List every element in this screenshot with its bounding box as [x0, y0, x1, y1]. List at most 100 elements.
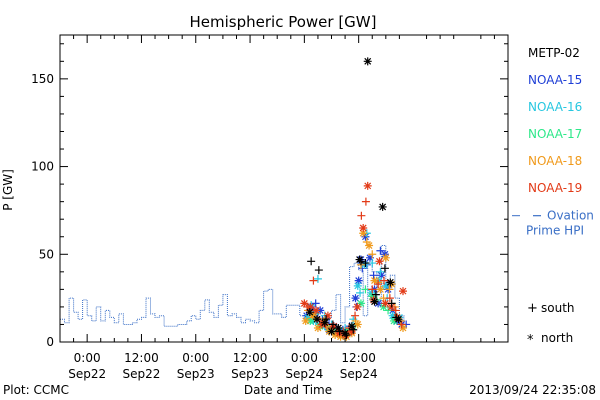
noaa-19-south-point [351, 311, 360, 320]
noaa-19-north-point [363, 181, 372, 190]
asterisk-mark [355, 255, 364, 264]
noaa-19-south-point [391, 306, 400, 315]
legend: METP-02 NOAA-15 NOAA-16 NOAA-17 NOAA-18 NOAA-… [512, 46, 594, 348]
legend-north-symbol: * [527, 333, 534, 348]
plus-mark [349, 325, 358, 334]
noaa-19-north-point [399, 287, 408, 296]
asterisk-mark [394, 315, 403, 324]
noaa-17-north-point [356, 299, 365, 308]
asterisk-mark [312, 306, 321, 315]
noaa-18-north-point [331, 330, 340, 339]
plus-mark [361, 259, 370, 268]
asterisk-mark [354, 276, 363, 285]
metp-02-south-point [328, 320, 337, 329]
noaa-16-south-point [356, 288, 365, 297]
plus-mark [313, 274, 322, 283]
noaa-19-north-point [369, 295, 378, 304]
asterisk-mark [381, 253, 390, 262]
legend-north-label: north [541, 331, 573, 345]
metp-02-south-point [356, 257, 365, 266]
legend-entry-noaa-15: NOAA-15 [528, 73, 582, 87]
metp-02-north-point [370, 297, 379, 306]
noaa-15-south-point [376, 246, 385, 255]
metp-02-north-point [327, 327, 336, 336]
plus-mark [351, 311, 360, 320]
noaa-16-north-point [353, 281, 362, 290]
metp-02-north-point [355, 255, 364, 264]
x-tick-time-label: 12:00 [124, 351, 159, 365]
metp-02-north-point [386, 278, 395, 287]
asterisk-mark [347, 322, 356, 331]
metp-02-south-point [371, 290, 380, 299]
noaa-18-north-point [370, 276, 379, 285]
asterisk-mark [363, 57, 372, 66]
metp-02-south-point [342, 330, 351, 339]
noaa-18-north-point [301, 316, 310, 325]
asterisk-mark [316, 306, 325, 315]
plus-mark [322, 315, 331, 324]
metp-02-north-point [341, 329, 350, 338]
plot-frame [59, 34, 509, 343]
noaa-17-north-point [368, 292, 377, 301]
noaa-18-north-point [336, 332, 345, 341]
asterisk-mark [306, 316, 315, 325]
metp-02-north-point [320, 318, 329, 327]
asterisk-mark [365, 253, 374, 262]
plus-mark [361, 285, 370, 294]
noaa-19-south-point [309, 276, 318, 285]
asterisk-mark [381, 281, 390, 290]
asterisk-mark [399, 287, 408, 296]
footer-timestamp: 2013/09/24 22:35:08 [469, 383, 596, 397]
asterisk-mark [331, 330, 340, 339]
asterisk-mark [376, 285, 385, 294]
noaa-15-north-point [354, 276, 363, 285]
x-tick-date-label: Sep23 [177, 367, 215, 381]
asterisk-mark [374, 299, 383, 308]
asterisk-mark [353, 281, 362, 290]
noaa-18-north-point [376, 285, 385, 294]
plus-mark [335, 327, 344, 336]
noaa-16-south-point [376, 267, 385, 276]
noaa-19-north-point [329, 322, 338, 331]
asterisk-mark [308, 311, 317, 320]
noaa-18-north-point [365, 241, 374, 250]
noaa-15-south-point [369, 271, 378, 280]
noaa-18-north-point [359, 229, 368, 238]
x-tick-date-label: Sep22 [68, 367, 106, 381]
asterisk-mark [301, 316, 310, 325]
x-tick-time-label: 12:00 [233, 351, 268, 365]
noaa-16-north-point [367, 288, 376, 297]
noaa-16-south-point [368, 259, 377, 268]
model-series-layer [60, 245, 409, 327]
noaa-15-north-point [374, 299, 383, 308]
noaa-17-north-point [389, 316, 398, 325]
plus-mark [314, 266, 323, 275]
metp-02-north-point [378, 202, 387, 211]
noaa-15-north-point [361, 232, 370, 241]
x-tick-date-label: Sep24 [340, 367, 378, 381]
noaa-19-north-point [323, 311, 332, 320]
asterisk-mark [399, 323, 408, 332]
asterisk-mark [329, 322, 338, 331]
legend-model-label-line2: Prime HPI [526, 224, 584, 238]
noaa-16-north-point [381, 281, 390, 290]
plus-mark [309, 276, 318, 285]
metp-02-north-point [394, 315, 403, 324]
plus-mark [307, 257, 316, 266]
asterisk-mark [353, 320, 362, 329]
footer-credit: Plot: CCMC [3, 383, 69, 397]
noaa-15-north-point [351, 294, 360, 303]
legend-entry-noaa-17: NOAA-17 [528, 127, 582, 141]
plus-mark [380, 276, 389, 285]
plus-mark [368, 285, 377, 294]
asterisk-mark [323, 311, 332, 320]
plus-mark [385, 294, 394, 303]
noaa-15-north-point [316, 306, 325, 315]
noaa-16-south-point [313, 274, 322, 283]
asterisk-mark [347, 327, 356, 336]
plus-mark [374, 280, 383, 289]
asterisk-mark [368, 292, 377, 301]
noaa-15-north-point [377, 271, 386, 280]
plus-mark [368, 259, 377, 268]
